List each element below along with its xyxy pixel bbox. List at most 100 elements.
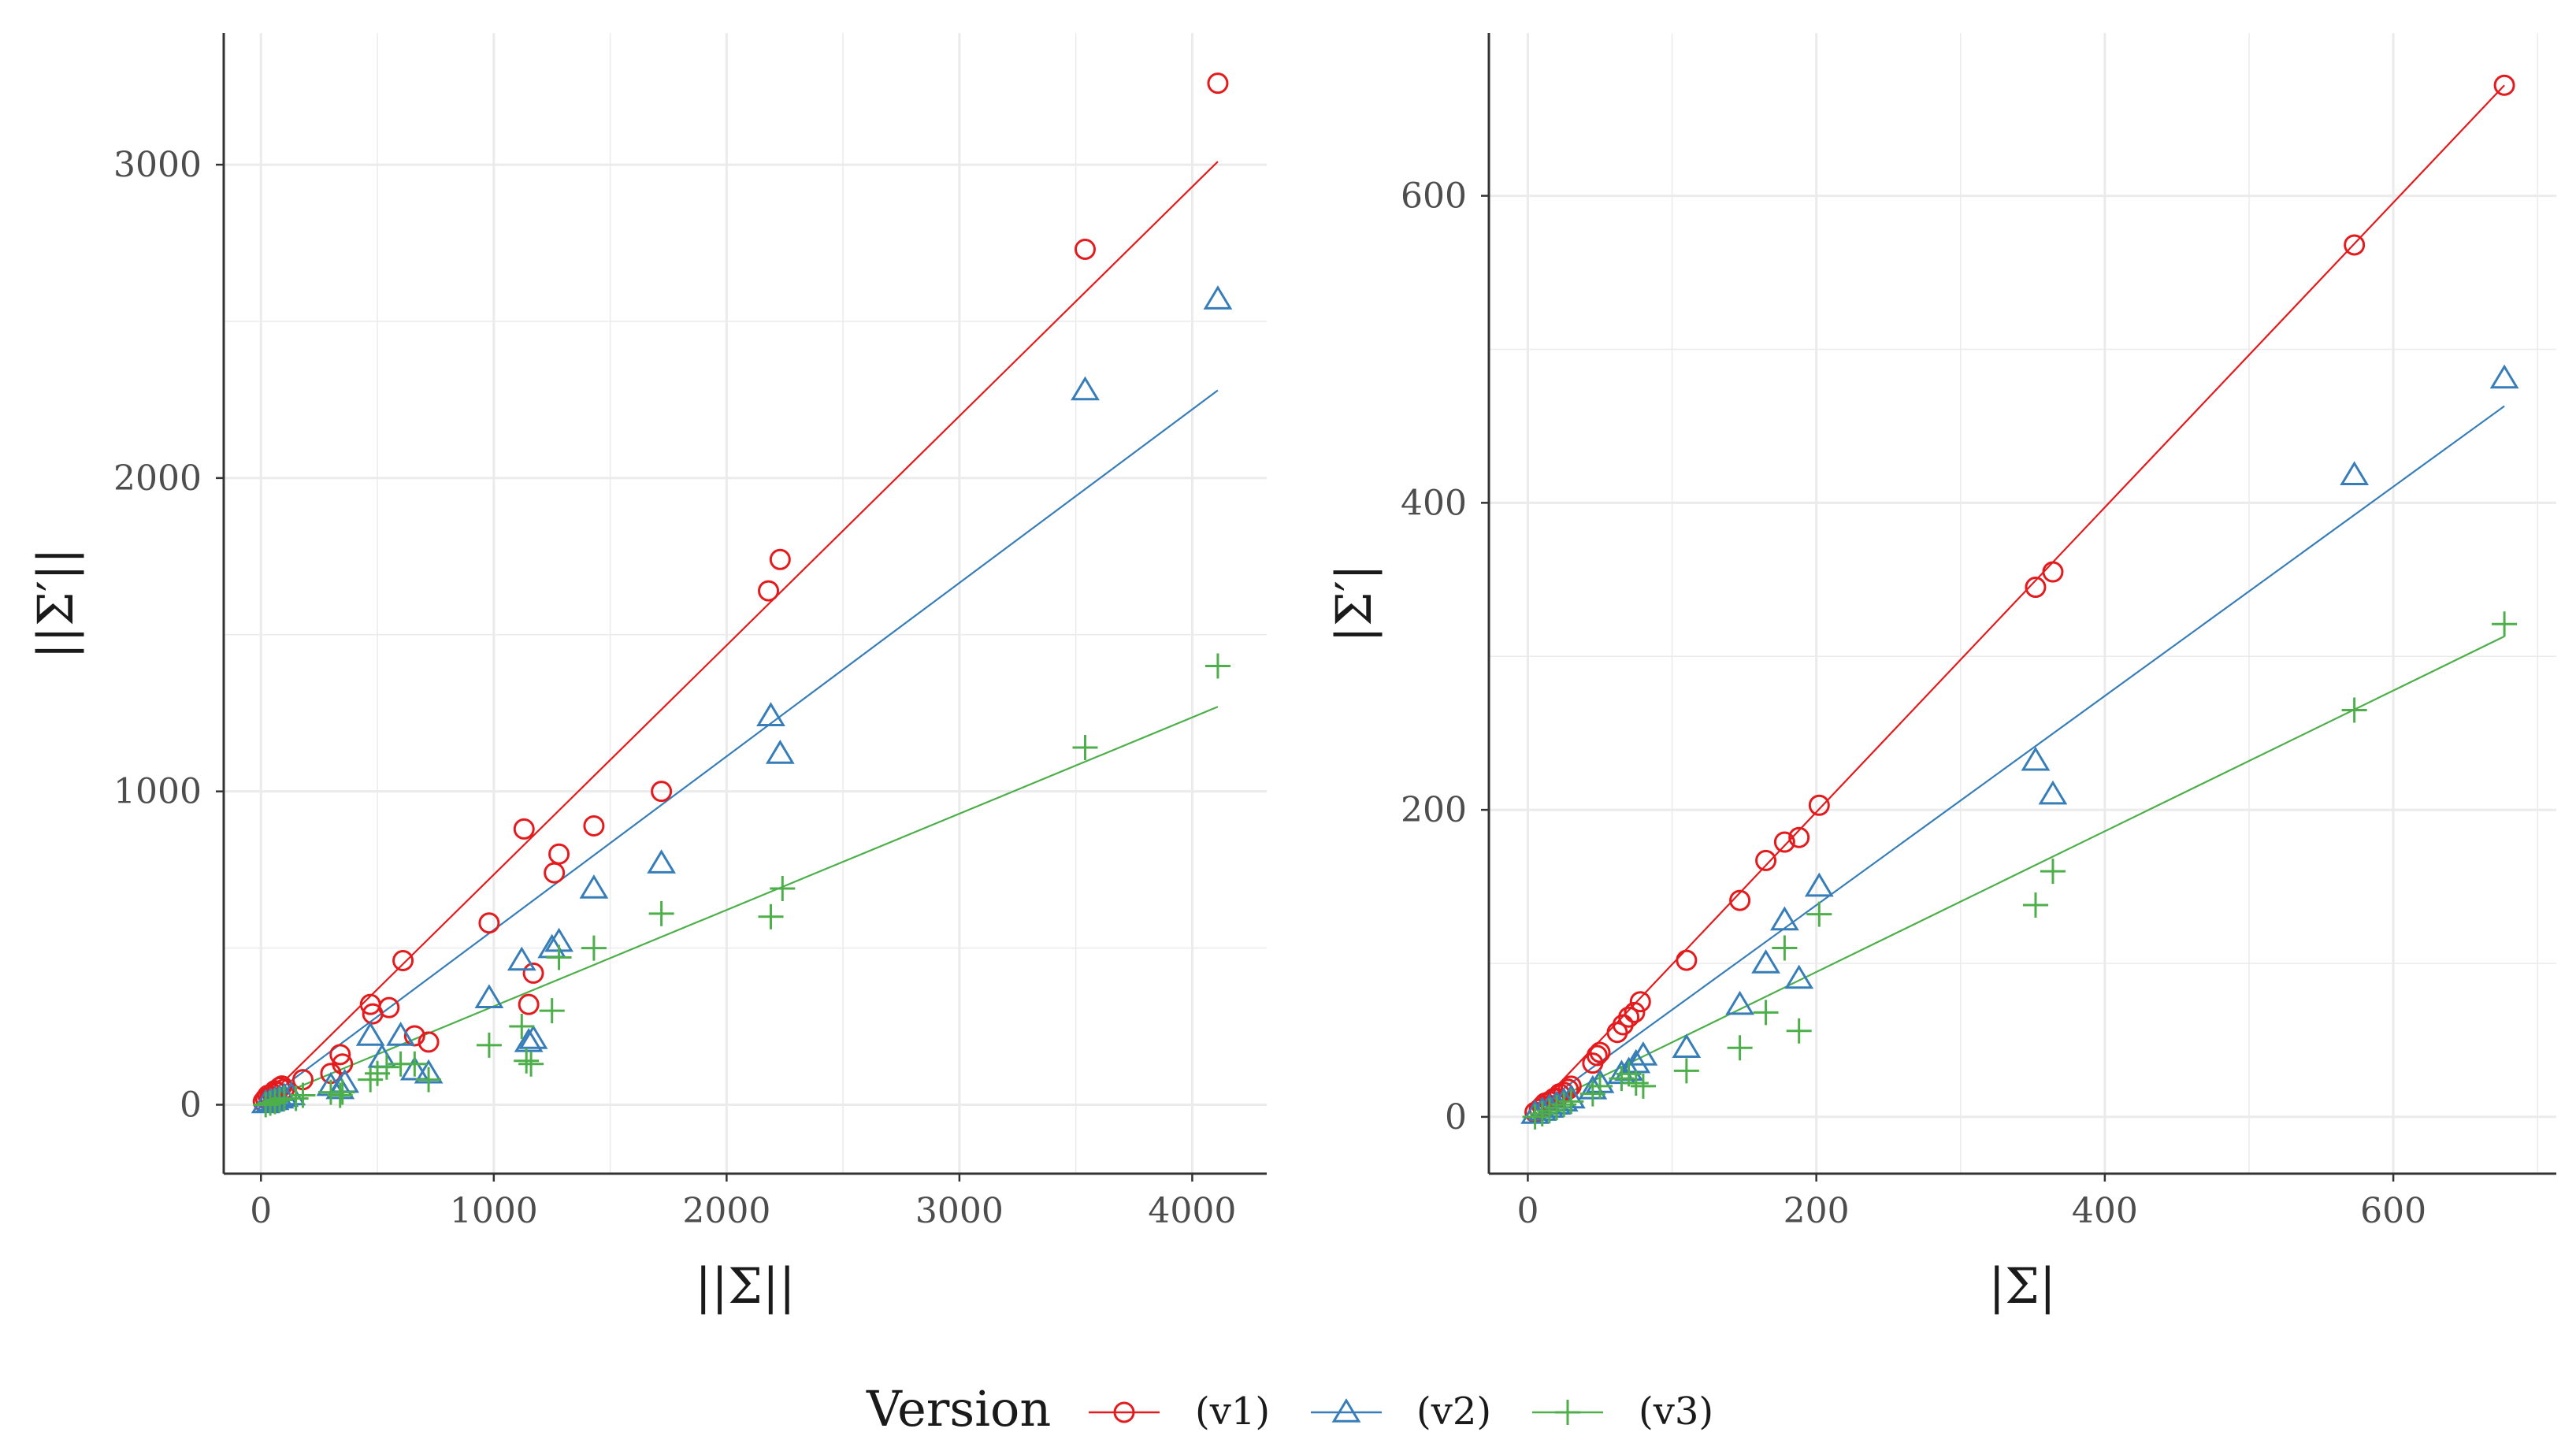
- point-v1: [2042, 561, 2064, 583]
- point-v1: [769, 548, 791, 570]
- point-v1: [1624, 1001, 1646, 1023]
- point-v2: [507, 946, 536, 971]
- legend-key-plus-icon: [1555, 1400, 1580, 1425]
- legend-label-v3: (v3): [1639, 1389, 1713, 1434]
- point-v3: [358, 1067, 384, 1093]
- point-v1: [1207, 72, 1229, 95]
- point-v3: [518, 1051, 544, 1077]
- point-v2: [2038, 780, 2068, 805]
- point-v2: [579, 874, 609, 899]
- y-tick-label: 1000: [113, 772, 202, 812]
- y-axis-title-right: |Σ′|: [1325, 564, 1383, 643]
- fit-line-v1: [262, 161, 1219, 1103]
- point-v1: [1788, 826, 1810, 848]
- point-v1: [583, 814, 605, 837]
- point-v1: [1589, 1041, 1611, 1063]
- point-v2: [1769, 906, 1799, 931]
- legend-key-triangle-icon: [1331, 1398, 1361, 1423]
- point-v3: [1630, 1073, 1656, 1099]
- y-tick-label: 200: [1401, 790, 1467, 830]
- point-v1: [1618, 1006, 1640, 1028]
- point-v3: [1558, 1089, 1584, 1115]
- point-v3: [373, 1054, 399, 1080]
- legend-symbol-v1: [1113, 1401, 1135, 1423]
- point-v2: [474, 984, 504, 1008]
- x-tick-label: 0: [1516, 1191, 1539, 1231]
- point-v2: [1071, 376, 1100, 401]
- point-v3: [1753, 1000, 1779, 1026]
- point-v2: [1804, 872, 1834, 897]
- point-v1: [651, 781, 673, 803]
- point-v1: [378, 996, 400, 1018]
- point-v1: [518, 993, 540, 1015]
- point-v2: [765, 740, 795, 764]
- point-v1: [1729, 889, 1751, 911]
- point-v2: [514, 1028, 544, 1052]
- x-tick-label: 3000: [915, 1191, 1004, 1231]
- point-v3: [266, 1087, 292, 1113]
- point-v2: [355, 1022, 385, 1046]
- legend: Version (v1) (v2) (v3): [866, 1380, 1713, 1438]
- point-v3: [546, 944, 572, 970]
- point-v3: [1623, 1070, 1649, 1096]
- point-v1: [1629, 991, 1651, 1013]
- y-tick-label: 600: [1401, 176, 1467, 217]
- x-axis-title-left: ||Σ||: [695, 1257, 795, 1315]
- point-v3: [1544, 1095, 1570, 1121]
- point-v3: [648, 900, 674, 926]
- point-v3: [1204, 653, 1230, 679]
- point-v1: [1586, 1044, 1608, 1067]
- y-tick-label: 3000: [113, 145, 202, 185]
- point-v2: [1784, 964, 1814, 989]
- point-v2: [2489, 364, 2519, 389]
- point-v2: [1203, 285, 1233, 310]
- point-v3: [1072, 734, 1098, 760]
- legend-symbol-v2: [1331, 1398, 1361, 1423]
- legend-entry-v2: (v2): [1311, 1389, 1491, 1434]
- point-v3: [539, 998, 565, 1024]
- point-v3: [1536, 1098, 1562, 1124]
- y-tick-label: 0: [180, 1085, 202, 1125]
- y-tick-label: 0: [1445, 1097, 1467, 1137]
- x-axis-title-right: |Σ|: [1988, 1257, 2056, 1315]
- point-v3: [2040, 859, 2066, 885]
- legend-key-circle-icon: [1113, 1401, 1135, 1423]
- point-v3: [290, 1082, 316, 1108]
- point-v1: [513, 818, 535, 840]
- point-v2: [647, 849, 677, 874]
- point-v1: [2025, 577, 2047, 599]
- point-v3: [1786, 1018, 1812, 1044]
- point-v2: [386, 1022, 416, 1046]
- point-v1: [329, 1044, 351, 1066]
- point-v3: [1609, 1066, 1635, 1092]
- point-v1: [2344, 234, 2366, 256]
- point-v1: [1676, 949, 1698, 971]
- point-v3: [1727, 1035, 1753, 1061]
- y-tick-label: 400: [1401, 483, 1467, 523]
- legend-entry-v3: (v3): [1532, 1389, 1713, 1434]
- point-v3: [2492, 611, 2518, 637]
- point-v3: [476, 1032, 502, 1058]
- x-tick-label: 2000: [682, 1191, 770, 1231]
- ticks-left: 0 1000 2000 3000 4000 0 1000 2000 3000: [113, 145, 1236, 1231]
- point-v2: [2340, 461, 2370, 486]
- fit-line-v1: [1534, 84, 2505, 1110]
- point-v3: [770, 876, 796, 901]
- legend-title: Version: [866, 1380, 1051, 1438]
- point-v3: [509, 1014, 535, 1040]
- fit-line-v2: [262, 389, 1219, 1103]
- y-axis-title-left: ||Σ′||: [27, 547, 84, 659]
- point-v3: [514, 1048, 540, 1074]
- point-v2: [1672, 1033, 1702, 1058]
- point-v3: [416, 1067, 442, 1093]
- point-v1: [1808, 794, 1830, 816]
- point-v3: [1587, 1073, 1613, 1099]
- point-v2: [756, 702, 785, 726]
- points-right: [1520, 74, 2519, 1130]
- point-v3: [581, 935, 607, 961]
- point-v3: [283, 1085, 309, 1111]
- point-v1: [478, 912, 500, 934]
- point-v2: [518, 1025, 548, 1049]
- point-v3: [329, 1079, 355, 1105]
